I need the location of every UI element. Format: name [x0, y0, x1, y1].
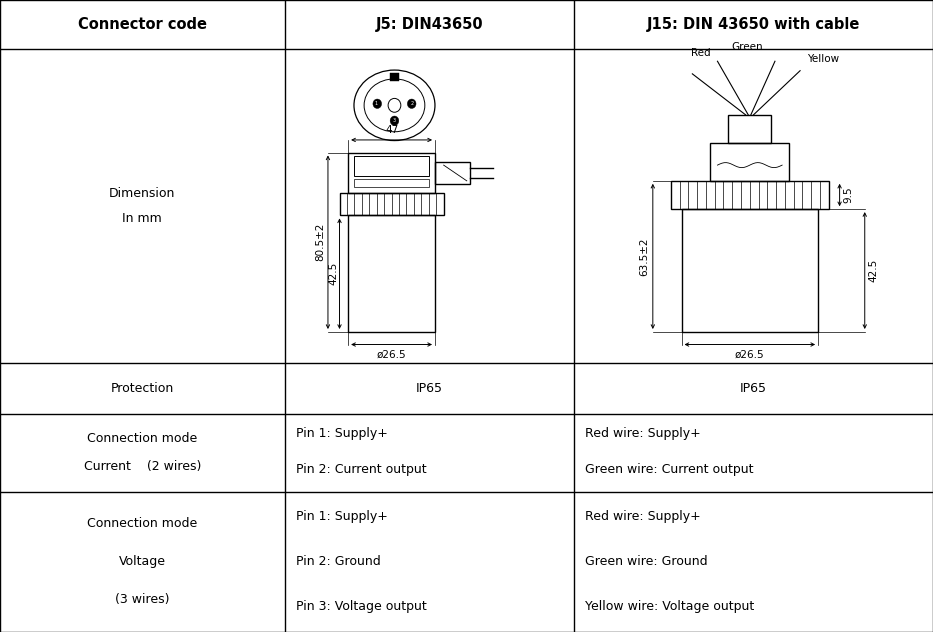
Bar — [710, 143, 789, 181]
Bar — [681, 209, 818, 332]
Text: 3: 3 — [393, 118, 396, 123]
Text: IP65: IP65 — [416, 382, 442, 395]
Text: Connection mode: Connection mode — [87, 518, 198, 530]
Bar — [435, 162, 469, 184]
Bar — [390, 73, 398, 80]
Text: Connection mode: Connection mode — [87, 432, 198, 446]
Text: Green wire: Ground: Green wire: Ground — [585, 556, 707, 568]
Text: (3 wires): (3 wires) — [115, 593, 170, 606]
Bar — [729, 115, 772, 143]
Text: J15: DIN 43650 with cable: J15: DIN 43650 with cable — [647, 17, 860, 32]
Text: Pin 1: Supply+: Pin 1: Supply+ — [296, 511, 387, 523]
Bar — [348, 152, 435, 193]
Bar — [340, 193, 443, 216]
Text: Pin 3: Voltage output: Pin 3: Voltage output — [296, 600, 426, 613]
Text: 2: 2 — [411, 101, 413, 106]
Bar — [354, 155, 429, 176]
Text: Yellow: Yellow — [807, 54, 840, 64]
Text: ø26.5: ø26.5 — [735, 349, 765, 359]
Text: Protection: Protection — [111, 382, 174, 395]
Text: Red wire: Supply+: Red wire: Supply+ — [585, 511, 701, 523]
Text: Connector code: Connector code — [77, 17, 207, 32]
Text: Pin 2: Ground: Pin 2: Ground — [296, 556, 381, 568]
Text: 42.5: 42.5 — [328, 262, 338, 285]
Bar — [671, 181, 829, 209]
Circle shape — [390, 116, 398, 126]
Text: Green: Green — [731, 42, 763, 52]
Circle shape — [373, 99, 382, 109]
Bar — [354, 179, 429, 187]
Text: 9.5: 9.5 — [843, 186, 853, 204]
Text: Pin 2: Current output: Pin 2: Current output — [296, 463, 426, 477]
Text: 1: 1 — [375, 101, 378, 106]
Text: IP65: IP65 — [740, 382, 767, 395]
Text: 42.5: 42.5 — [869, 259, 878, 282]
Text: Yellow wire: Voltage output: Yellow wire: Voltage output — [585, 600, 754, 613]
Text: Dimension: Dimension — [109, 187, 175, 200]
Text: ø26.5: ø26.5 — [377, 349, 407, 359]
Text: Red wire: Supply+: Red wire: Supply+ — [585, 427, 701, 440]
Text: Current    (2 wires): Current (2 wires) — [84, 460, 201, 473]
Text: 80.5±2: 80.5±2 — [315, 223, 325, 262]
Text: Voltage: Voltage — [118, 556, 166, 568]
Circle shape — [408, 99, 416, 109]
Text: Green wire: Current output: Green wire: Current output — [585, 463, 754, 477]
Text: In mm: In mm — [122, 212, 162, 225]
Text: J5: DIN43650: J5: DIN43650 — [375, 17, 483, 32]
Text: 47: 47 — [385, 125, 398, 135]
Text: 63.5±2: 63.5±2 — [639, 237, 649, 276]
Bar — [348, 216, 435, 332]
Text: Pin 1: Supply+: Pin 1: Supply+ — [296, 427, 387, 440]
Text: Red: Red — [690, 48, 710, 58]
